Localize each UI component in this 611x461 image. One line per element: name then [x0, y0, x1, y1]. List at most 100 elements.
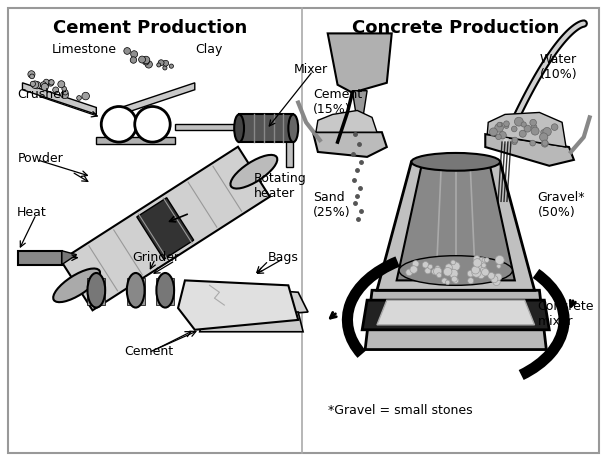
Circle shape: [63, 89, 68, 95]
Circle shape: [131, 51, 137, 58]
Polygon shape: [487, 112, 566, 147]
Bar: [239, 114, 293, 142]
Circle shape: [453, 278, 459, 284]
Text: Clay: Clay: [195, 43, 222, 56]
Circle shape: [540, 133, 548, 141]
Text: Sand
(25%): Sand (25%): [313, 191, 351, 219]
Circle shape: [481, 263, 486, 268]
Text: Concrete
mixer: Concrete mixer: [538, 300, 594, 328]
Polygon shape: [397, 167, 515, 280]
Circle shape: [511, 126, 517, 132]
Ellipse shape: [156, 273, 174, 307]
Polygon shape: [121, 83, 195, 114]
Text: Heat: Heat: [16, 206, 46, 219]
Ellipse shape: [399, 256, 513, 285]
Text: Cement: Cement: [124, 345, 173, 358]
Polygon shape: [377, 162, 535, 290]
Circle shape: [428, 264, 433, 269]
Circle shape: [422, 261, 429, 268]
Circle shape: [139, 56, 145, 63]
Ellipse shape: [230, 155, 277, 189]
Circle shape: [512, 139, 518, 145]
Circle shape: [477, 271, 485, 278]
Polygon shape: [127, 278, 145, 305]
Polygon shape: [137, 198, 194, 260]
Circle shape: [524, 125, 531, 132]
Text: Grinder: Grinder: [132, 251, 179, 264]
Circle shape: [31, 81, 38, 89]
Circle shape: [497, 264, 501, 268]
Ellipse shape: [288, 114, 298, 142]
Circle shape: [541, 140, 548, 147]
Circle shape: [43, 79, 49, 85]
Circle shape: [130, 57, 137, 63]
Circle shape: [48, 80, 54, 86]
Polygon shape: [365, 290, 546, 349]
Polygon shape: [200, 285, 308, 320]
Circle shape: [472, 266, 480, 274]
Circle shape: [503, 121, 510, 127]
Circle shape: [31, 81, 35, 87]
Circle shape: [499, 122, 503, 126]
Circle shape: [28, 71, 35, 78]
Polygon shape: [377, 300, 535, 325]
Circle shape: [34, 82, 41, 89]
Circle shape: [158, 60, 164, 65]
Circle shape: [472, 268, 481, 277]
Circle shape: [53, 87, 59, 93]
Ellipse shape: [234, 114, 244, 142]
Circle shape: [77, 95, 81, 100]
Circle shape: [473, 259, 481, 267]
Polygon shape: [156, 278, 174, 305]
Polygon shape: [313, 132, 387, 157]
Text: Bags: Bags: [268, 251, 299, 264]
Text: Concrete Production: Concrete Production: [352, 18, 559, 36]
Polygon shape: [62, 251, 76, 265]
Circle shape: [42, 83, 48, 90]
Circle shape: [163, 66, 167, 70]
Circle shape: [497, 122, 502, 127]
Polygon shape: [200, 312, 303, 332]
Polygon shape: [353, 91, 367, 122]
Circle shape: [445, 280, 450, 284]
Circle shape: [495, 273, 502, 280]
Polygon shape: [485, 134, 574, 166]
Polygon shape: [23, 83, 97, 114]
Ellipse shape: [411, 153, 500, 171]
Polygon shape: [327, 33, 392, 93]
Circle shape: [495, 124, 503, 132]
Text: Powder: Powder: [18, 152, 64, 165]
Polygon shape: [18, 251, 62, 265]
Circle shape: [49, 80, 54, 85]
Circle shape: [61, 91, 68, 99]
Circle shape: [406, 269, 412, 276]
Circle shape: [451, 260, 455, 265]
Circle shape: [452, 262, 460, 271]
Circle shape: [482, 258, 486, 262]
Circle shape: [142, 58, 149, 65]
Circle shape: [30, 74, 34, 79]
Polygon shape: [287, 124, 293, 167]
Circle shape: [124, 47, 131, 54]
Circle shape: [530, 140, 535, 146]
Circle shape: [169, 64, 174, 68]
Circle shape: [491, 274, 498, 281]
Text: Crusher: Crusher: [18, 88, 67, 101]
Polygon shape: [87, 278, 105, 305]
Ellipse shape: [87, 273, 105, 307]
Ellipse shape: [127, 273, 145, 307]
Circle shape: [467, 270, 474, 277]
Circle shape: [40, 82, 46, 88]
Text: Water
(10%): Water (10%): [540, 53, 577, 81]
Circle shape: [521, 122, 526, 127]
Circle shape: [425, 268, 431, 274]
Circle shape: [485, 258, 489, 262]
Ellipse shape: [53, 268, 100, 302]
Circle shape: [478, 257, 486, 265]
Circle shape: [62, 87, 67, 91]
Polygon shape: [316, 111, 377, 132]
Circle shape: [44, 82, 49, 87]
Circle shape: [163, 60, 169, 66]
Circle shape: [449, 269, 458, 278]
Circle shape: [435, 266, 441, 271]
